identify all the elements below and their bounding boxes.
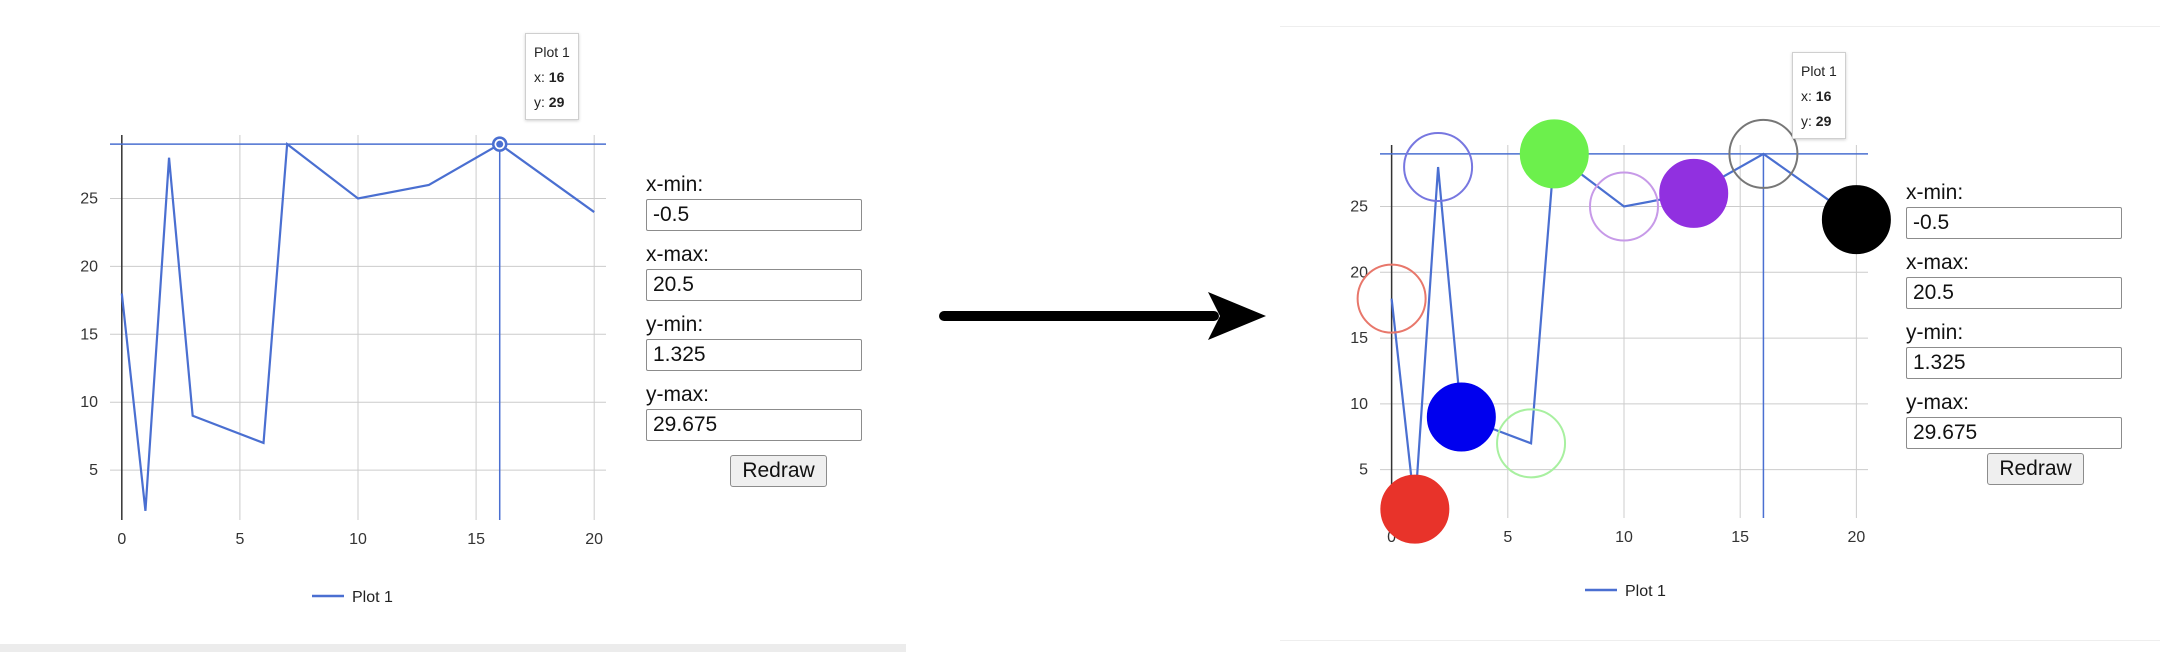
tooltip-y-row: y: 29	[534, 90, 570, 115]
x-tick-label: 15	[467, 531, 485, 548]
data-point-marker	[1426, 382, 1496, 452]
y-tick-label: 5	[89, 462, 98, 479]
x-tick-label: 20	[1847, 529, 1865, 546]
x-tick-label: 10	[349, 531, 367, 548]
tooltip-x-row: x: 16	[534, 65, 570, 90]
data-point-marker	[1403, 132, 1474, 203]
x-tick-label: 0	[117, 531, 126, 548]
legend-label: Plot 1	[1625, 583, 1666, 600]
redraw-button[interactable]: Redraw	[1987, 453, 2084, 485]
xmin-input[interactable]	[1906, 207, 2122, 239]
tooltip-x-value: 16	[548, 69, 565, 85]
highlighted-point	[496, 140, 504, 148]
ymin-input[interactable]	[646, 339, 862, 371]
left-panel-divider	[0, 644, 906, 652]
tooltip-after: Plot 1 x: 16 y: 29	[1792, 52, 1846, 139]
tooltip-series-name: Plot 1	[534, 44, 570, 60]
x-tick-label: 20	[585, 531, 603, 548]
ymin-input[interactable]	[1906, 347, 2122, 379]
y-tick-label: 10	[80, 394, 98, 411]
y-tick-label: 25	[1350, 199, 1368, 216]
data-point-marker	[1821, 185, 1891, 255]
data-point-marker	[1380, 474, 1450, 544]
tooltip-before: Plot 1 x: 16 y: 29	[525, 33, 579, 120]
data-point-marker	[1589, 171, 1659, 242]
tooltip-y-prefix: y:	[1801, 113, 1816, 129]
tooltip-y-value: 29	[548, 94, 565, 110]
y-tick-label: 5	[1359, 462, 1368, 479]
x-tick-label: 0	[1387, 529, 1396, 546]
chart-before[interactable]: 0 5 10 15 20 5 10 15 20 25 Plot 1	[0, 0, 906, 652]
y-tick-label: 20	[80, 258, 98, 275]
data-point-marker	[1356, 263, 1427, 334]
y-tick-label: 15	[1350, 330, 1368, 347]
ymin-label: y-min:	[1906, 321, 1964, 344]
tooltip-x-prefix: x:	[534, 69, 549, 85]
axis-controls-before: x-min: x-max: y-min: y-max:	[646, 173, 866, 453]
ymax-label: y-max:	[646, 383, 709, 406]
tooltip-series-name: Plot 1	[1801, 63, 1837, 79]
y-tick-label: 20	[1350, 264, 1368, 281]
series-line-plot-1	[1390, 151, 1858, 510]
ymin-label: y-min:	[646, 313, 704, 336]
xmin-label: x-min:	[1906, 181, 1964, 204]
x-tick-label: 15	[1731, 529, 1749, 546]
tooltip-x-prefix: x:	[1801, 88, 1816, 104]
y-tick-label: 25	[80, 190, 98, 207]
xmax-label: x-max:	[646, 243, 709, 266]
xmin-input[interactable]	[646, 199, 862, 231]
data-point-marker	[1496, 408, 1567, 479]
data-point-marker	[1519, 119, 1589, 189]
xmax-input[interactable]	[646, 269, 862, 301]
axis-controls-after: x-min: x-max: y-min: y-max:	[1906, 181, 2126, 461]
data-point-marker	[1659, 158, 1729, 228]
tooltip-y-row: y: 29	[1801, 109, 1837, 134]
redraw-button[interactable]: Redraw	[730, 455, 827, 487]
x-tick-label: 5	[235, 531, 244, 548]
xmax-input[interactable]	[1906, 277, 2122, 309]
transition-arrow-icon	[939, 292, 1266, 340]
tooltip-x-value: 16	[1815, 88, 1832, 104]
ymax-label: y-max:	[1906, 391, 1969, 414]
tooltip-x-row: x: 16	[1801, 84, 1837, 109]
ymax-input[interactable]	[1906, 417, 2122, 449]
legend-label: Plot 1	[352, 589, 393, 606]
x-tick-label: 10	[1615, 529, 1633, 546]
tooltip-y-value: 29	[1815, 113, 1832, 129]
data-point-marker	[1728, 118, 1799, 189]
ymax-input[interactable]	[646, 409, 862, 441]
before-panel	[0, 0, 906, 652]
y-tick-label: 10	[1350, 396, 1368, 413]
right-panel-bottom-divider	[1280, 640, 2160, 641]
series-line-plot-1	[120, 142, 595, 511]
x-tick-label: 5	[1503, 529, 1512, 546]
tooltip-y-prefix: y:	[534, 94, 549, 110]
xmin-label: x-min:	[646, 173, 704, 196]
xmax-label: x-max:	[1906, 251, 1969, 274]
y-tick-label: 15	[80, 326, 98, 343]
right-panel-top-divider	[1280, 26, 2160, 27]
